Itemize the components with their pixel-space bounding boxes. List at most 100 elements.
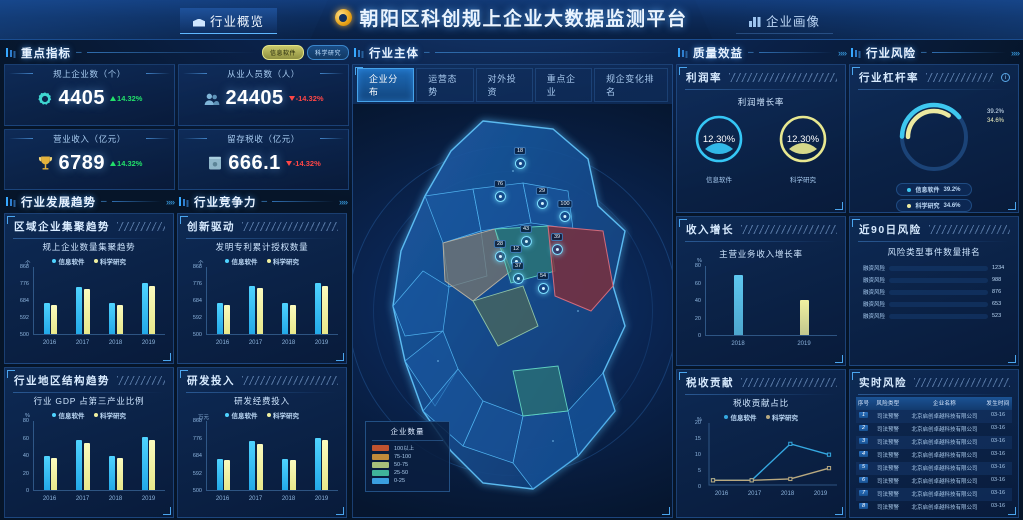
bar xyxy=(322,285,329,334)
map-pin-icon xyxy=(520,236,532,247)
map-tab-key-enterprise[interactable]: 重点企业 xyxy=(534,68,593,102)
card-header: 创新驱动 xyxy=(178,214,346,238)
toggle-science-research[interactable]: 科学研究 xyxy=(306,45,349,60)
map-pin-icon xyxy=(494,251,506,262)
info-icon[interactable]: i xyxy=(1001,73,1010,82)
line-point xyxy=(788,476,793,481)
table-row[interactable]: 1 司法预警 北京启创卓越科技有限公司 03-16 xyxy=(856,409,1012,423)
legend-label: 科学研究 xyxy=(915,204,940,210)
map-marker[interactable]: 76 xyxy=(493,172,507,202)
map-tab-investment[interactable]: 对外投资 xyxy=(475,68,533,102)
quality-section-header: 质量效益 – »» xyxy=(676,44,847,61)
table-row[interactable]: 4 司法预警 北京启创卓越科技有限公司 03-16 xyxy=(856,449,1012,462)
map-canvas[interactable]: 18 76 29 100 xyxy=(353,104,672,517)
expand-icon[interactable]: »» xyxy=(1010,47,1020,58)
map-tab-operation[interactable]: 运营态势 xyxy=(416,68,474,102)
cell-index: 5 xyxy=(856,464,871,472)
y-tick: 80 xyxy=(694,263,701,270)
map-marker[interactable]: 100 xyxy=(557,192,573,222)
legend-item: 科学研究 xyxy=(765,412,798,422)
card-innovation: 创新驱动 发明专利累计授权数量 信息软件 科学研究 个 500 592 684 776… xyxy=(177,213,347,364)
bar xyxy=(322,440,329,490)
col-company: 企业名称 xyxy=(932,401,957,408)
legend-swatch xyxy=(372,470,389,476)
cell-index: 4 xyxy=(856,451,871,459)
card-realtime-risk: 实时风险 序号 风险类型 企业名称 发生时间 1 司法预警 北京启创卓越科技有限公司… xyxy=(849,368,1019,518)
safe-icon xyxy=(206,155,223,172)
kpi-card-tax[interactable]: 留存税收（亿元） 666.1 -14.32% xyxy=(178,128,349,190)
x-tick: 2019 xyxy=(314,339,329,346)
map-marker[interactable]: 18 xyxy=(513,139,527,169)
donut-chart xyxy=(899,102,969,172)
legend-swatch xyxy=(372,462,389,468)
cell-company: 北京启创卓越科技有限公司 xyxy=(911,440,978,447)
cell-company: 北京启创卓越科技有限公司 xyxy=(911,414,978,421)
y-tick: 868 xyxy=(192,264,202,270)
map-tab-distribution[interactable]: 企业分布 xyxy=(357,68,415,102)
cell-type: 司法预警 xyxy=(876,492,899,499)
map-marker[interactable]: 39 xyxy=(550,225,564,255)
chart-plot: 个 500 592 684 776 868 2016 2017 2018 2019 xyxy=(11,261,167,349)
card-title: 研发投入 xyxy=(187,375,235,387)
bar xyxy=(282,303,289,334)
map-marker[interactable]: 54 xyxy=(536,264,550,294)
y-tick: 60 xyxy=(22,435,29,442)
arrow-down-icon xyxy=(288,96,295,101)
kpi-card-enterprises[interactable]: 规上企业数（个） 4405 14.32% xyxy=(4,64,175,126)
map-marker[interactable]: 43 xyxy=(519,217,533,247)
kpi-delta-value: -14.32% xyxy=(295,94,324,103)
tab-industry-overview[interactable]: 行业概览 xyxy=(180,8,278,34)
col-index: 序号 xyxy=(857,401,870,408)
risk-section-header: 行业风险 – »» xyxy=(849,44,1020,61)
cell-type: 司法预警 xyxy=(876,414,899,421)
cell-type: 司法预警 xyxy=(876,479,899,486)
gauge-ring: 12.30% xyxy=(779,115,827,163)
expand-icon[interactable]: »» xyxy=(837,47,847,58)
map-pin-icon xyxy=(537,283,549,294)
table-row[interactable]: 8 司法预警 北京启创卓越科技有限公司 03-16 xyxy=(856,501,1012,514)
expand-icon[interactable]: »» xyxy=(338,196,348,207)
legend-item: 科学研究 xyxy=(93,410,126,420)
map-tabs: 企业分布 运营态势 对外投资 重点企业 规企变化排名 xyxy=(353,65,672,104)
map-marker[interactable]: 12 xyxy=(509,237,523,267)
donut-arc-science xyxy=(905,108,963,166)
map-marker[interactable]: 37 xyxy=(511,254,525,284)
cell-time: 03-16 xyxy=(990,477,1006,484)
chart-title: 税收贡献占比 xyxy=(733,397,789,408)
col-type: 风险类型 xyxy=(876,401,900,408)
kpi-card-employees[interactable]: 从业人员数（人） 24405 -14.32% xyxy=(178,64,349,126)
y-tick: 15 xyxy=(694,435,701,442)
map-marker-value: 54 xyxy=(536,272,550,280)
table-row[interactable]: 5 司法预警 北京启创卓越科技有限公司 03-16 xyxy=(856,461,1012,475)
bars-area xyxy=(705,266,837,337)
toggle-info-software[interactable]: 信息软件 xyxy=(261,45,304,60)
table-row[interactable]: 7 司法预警 北京启创卓越科技有限公司 03-16 xyxy=(856,487,1012,501)
divider xyxy=(685,393,837,395)
map-marker[interactable]: 29 xyxy=(535,179,549,209)
arrow-up-icon xyxy=(110,160,117,166)
legend-swatch xyxy=(372,478,389,484)
card-profit-rate: 利润率 利润增长率 12.30% 信息软件 xyxy=(676,64,846,214)
map-marker[interactable]: 28 xyxy=(493,232,507,262)
cell-index: 7 xyxy=(856,490,871,498)
bar xyxy=(76,286,83,334)
legend-range: 0-25 xyxy=(394,478,406,484)
y-axis: 0 5 10 15 20 xyxy=(683,420,703,490)
card-income-growth: 收入增长 主营业务收入增长率 % 0 20 40 60 80 2018 2019 xyxy=(676,216,846,366)
table-row[interactable]: 3 司法预警 北京启创卓越科技有限公司 03-16 xyxy=(856,435,1012,449)
donut-arc-info xyxy=(899,102,969,172)
donut-legend: 信息软件 39.2% 科学研究 34.6% xyxy=(850,183,1018,212)
bar-group xyxy=(109,421,123,490)
bar xyxy=(249,285,256,334)
card-risk-90: 近90日风险 风险类型事件数量排名 融资风险 1234 融资风险 988 融资风险 876… xyxy=(849,216,1019,366)
quality-section-title: 质量效益 xyxy=(693,47,743,60)
expand-icon[interactable]: »» xyxy=(165,196,175,207)
kpi-card-revenue[interactable]: 营业收入（亿元） 6789 14.32% xyxy=(4,128,175,190)
tab-enterprise-profile[interactable]: 企业画像 xyxy=(735,8,833,34)
table-row[interactable]: 6 司法预警 北京启创卓越科技有限公司 03-16 xyxy=(856,475,1012,488)
map-tab-change-rank[interactable]: 规企变化排名 xyxy=(594,68,668,102)
realtime-risk-table: 序号 风险类型 企业名称 发生时间 1 司法预警 北京启创卓越科技有限公司 03-16… xyxy=(856,396,1012,514)
rank-value: 1234 xyxy=(992,265,1005,272)
table-row[interactable]: 2 司法预警 北京启创卓越科技有限公司 03-16 xyxy=(856,423,1012,436)
line-series xyxy=(713,467,830,481)
